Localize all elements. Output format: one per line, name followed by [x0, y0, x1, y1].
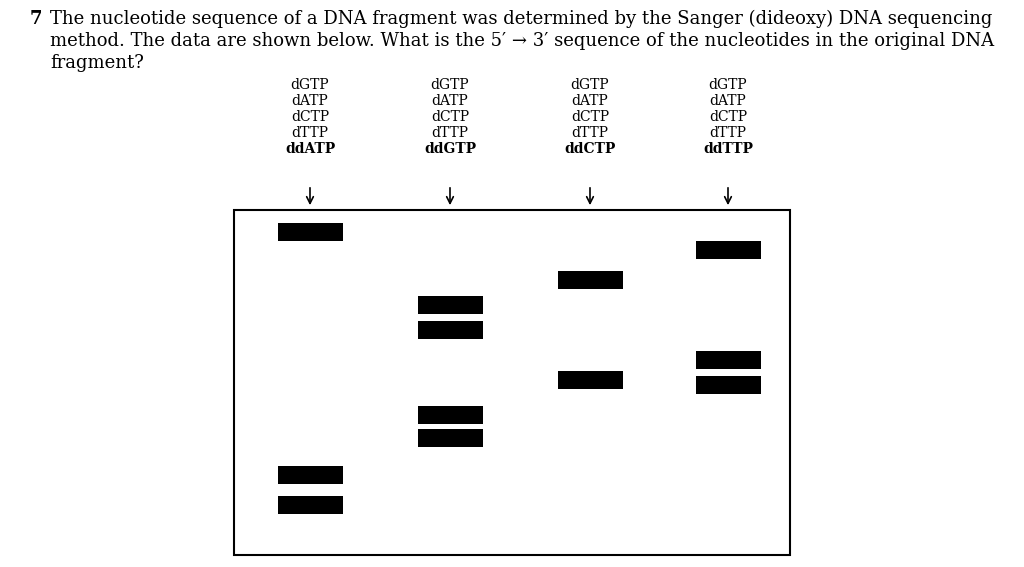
Text: dCTP: dCTP [431, 110, 469, 124]
Text: ddTTP: ddTTP [703, 142, 753, 156]
Text: ddCTP: ddCTP [564, 142, 615, 156]
Bar [278, 496, 342, 514]
Bar [234, 210, 790, 555]
Text: dGTP: dGTP [431, 78, 469, 92]
Text: dATP: dATP [710, 94, 746, 108]
Text: method. The data are shown below. What is the 5′ → 3′ sequence of the nucleotide: method. The data are shown below. What i… [50, 32, 994, 50]
Text: ddGTP: ddGTP [424, 142, 476, 156]
Bar [557, 271, 623, 289]
Bar [695, 376, 761, 394]
Text: fragment?: fragment? [50, 54, 144, 72]
Bar [695, 241, 761, 259]
Bar [418, 296, 482, 314]
Text: dGTP: dGTP [291, 78, 330, 92]
Bar [278, 223, 342, 241]
Text: dTTP: dTTP [571, 126, 608, 140]
Text: 7: 7 [30, 10, 43, 28]
Text: dCTP: dCTP [571, 110, 609, 124]
Text: dCTP: dCTP [291, 110, 329, 124]
Text: ddATP: ddATP [285, 142, 335, 156]
Text: dTTP: dTTP [431, 126, 469, 140]
Text: dGTP: dGTP [570, 78, 609, 92]
Bar [557, 371, 623, 389]
Text: The nucleotide sequence of a DNA fragment was determined by the Sanger (dideoxy): The nucleotide sequence of a DNA fragmen… [50, 10, 992, 28]
Text: dTTP: dTTP [710, 126, 746, 140]
Bar [418, 321, 482, 339]
Text: dCTP: dCTP [709, 110, 748, 124]
Bar [695, 351, 761, 369]
Text: dGTP: dGTP [709, 78, 748, 92]
Text: dTTP: dTTP [292, 126, 329, 140]
Text: dATP: dATP [292, 94, 329, 108]
Text: dATP: dATP [432, 94, 468, 108]
Bar [278, 466, 342, 484]
Bar [418, 406, 482, 424]
Bar [418, 429, 482, 447]
Text: dATP: dATP [571, 94, 608, 108]
